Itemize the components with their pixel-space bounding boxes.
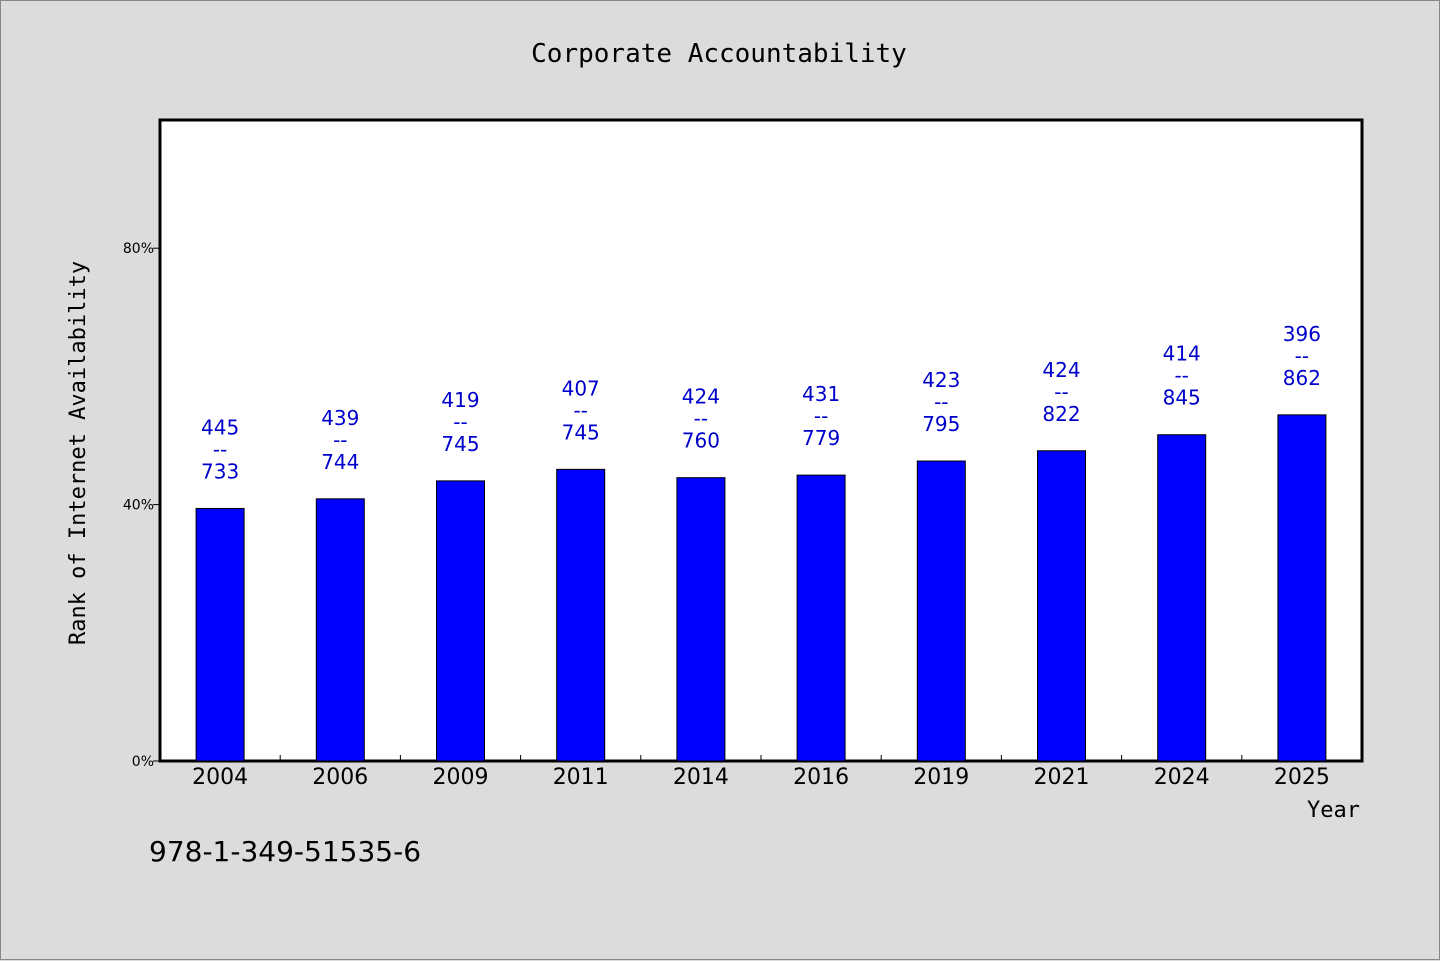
data-label: 745 bbox=[441, 432, 479, 456]
data-label: 424 bbox=[1042, 358, 1080, 382]
data-label: 439 bbox=[321, 406, 359, 430]
x-axis-label: Year bbox=[1307, 798, 1360, 823]
x-tick-label: 2004 bbox=[192, 765, 248, 790]
x-tick-label: 2011 bbox=[553, 765, 609, 790]
bar bbox=[556, 468, 606, 762]
data-label: 822 bbox=[1042, 402, 1080, 426]
y-tick-label: 40% bbox=[123, 498, 154, 514]
data-label: 423 bbox=[922, 368, 960, 392]
data-label: 862 bbox=[1283, 366, 1321, 390]
data-label: 733 bbox=[201, 459, 239, 483]
data-label: -- bbox=[453, 410, 467, 434]
x-tick-label: 2021 bbox=[1034, 765, 1090, 790]
data-label: -- bbox=[213, 437, 227, 461]
data-label: 795 bbox=[922, 412, 960, 436]
data-label: 845 bbox=[1163, 386, 1201, 410]
bar bbox=[796, 474, 846, 762]
data-label: 745 bbox=[562, 420, 600, 444]
data-label: -- bbox=[1174, 364, 1188, 388]
data-label: 419 bbox=[441, 388, 479, 412]
data-label: 414 bbox=[1163, 342, 1201, 366]
data-label: -- bbox=[333, 428, 347, 452]
data-label: -- bbox=[573, 398, 587, 422]
data-label: 424 bbox=[682, 385, 720, 409]
x-tick-label: 2014 bbox=[673, 765, 729, 790]
data-label: 760 bbox=[682, 429, 720, 453]
ticks-layer bbox=[153, 247, 1243, 762]
bars-layer bbox=[195, 414, 1327, 762]
isbn-footnote: 978-1-349-51535-6 bbox=[149, 835, 422, 868]
x-tick-label: 2025 bbox=[1274, 765, 1330, 790]
y-axis-label: Rank of Internet Availability bbox=[66, 261, 91, 645]
x-tick-label: 2009 bbox=[433, 765, 489, 790]
bar bbox=[916, 460, 966, 762]
data-label: 431 bbox=[802, 382, 840, 406]
chart-title: Corporate Accountability bbox=[531, 39, 907, 69]
bar bbox=[1157, 434, 1207, 762]
labels-layer: 0%40%80%2004445--7332006439--7442009419-… bbox=[123, 241, 1330, 790]
x-tick-label: 2016 bbox=[793, 765, 849, 790]
data-label: -- bbox=[814, 404, 828, 428]
x-tick-label: 2006 bbox=[312, 765, 368, 790]
bar bbox=[195, 507, 245, 762]
data-label: -- bbox=[1295, 344, 1309, 368]
bar bbox=[436, 480, 485, 762]
data-label: 744 bbox=[321, 450, 359, 474]
data-label: -- bbox=[694, 407, 708, 431]
data-label: -- bbox=[934, 390, 948, 414]
data-label: 396 bbox=[1283, 322, 1321, 346]
x-tick-label: 2024 bbox=[1154, 765, 1210, 790]
data-label: 779 bbox=[802, 426, 840, 450]
x-tick-label: 2019 bbox=[913, 765, 969, 790]
data-label: 445 bbox=[201, 415, 239, 439]
bar bbox=[1037, 450, 1086, 762]
y-tick-label: 80% bbox=[123, 241, 154, 257]
bar bbox=[315, 498, 365, 762]
bar bbox=[676, 477, 726, 762]
data-label: -- bbox=[1054, 380, 1068, 404]
data-label: 407 bbox=[562, 376, 600, 400]
bar bbox=[1277, 414, 1327, 762]
y-tick-label: 0% bbox=[132, 754, 154, 770]
